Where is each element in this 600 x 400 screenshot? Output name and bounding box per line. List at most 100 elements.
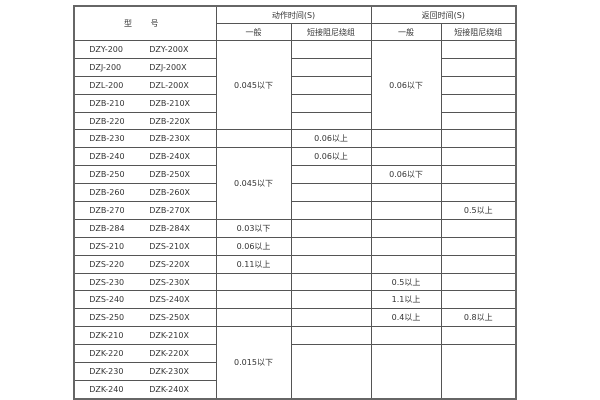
value-cell — [215, 129, 292, 149]
model-name: DZB-240 — [89, 152, 125, 162]
model-name: DZS-220 — [89, 259, 125, 269]
model-x-name: DZB-284X — [149, 223, 191, 233]
table-row: DZS-240 DZS-240X 1.1以上 — [73, 290, 517, 310]
model-name: DZB-250 — [89, 170, 125, 180]
value-cell — [290, 201, 372, 220]
model-cell: DZK-230 DZK-230X — [73, 362, 217, 381]
table-row: DZB-270 DZB-270X 0.5以上 — [73, 201, 517, 220]
value-cell — [370, 201, 442, 220]
value-cell — [440, 326, 517, 346]
value-cell: 0.11以上 — [215, 254, 292, 274]
value-cell — [290, 344, 372, 400]
value-cell — [440, 165, 517, 185]
header-return-general: 一般 — [370, 23, 442, 41]
table-row: DZS-220 DZS-220X 0.11以上 — [73, 254, 517, 274]
table-row: DZB-250 DZB-250X 0.06以下 — [73, 165, 517, 185]
value-cell — [290, 183, 372, 203]
header-action-time: 动作时间(S) — [215, 5, 372, 24]
value-cell — [290, 40, 372, 59]
value-cell — [370, 218, 442, 238]
model-x-name: DZK-230X — [149, 366, 189, 376]
model-cell: DZK-220 DZK-220X — [73, 344, 217, 364]
model-name: DZK-210 — [89, 331, 124, 341]
value-cell — [440, 147, 517, 167]
header-action-short-damping: 短接阻尼绕组 — [290, 23, 372, 41]
model-cell: DZK-240 DZK-240X — [73, 379, 217, 400]
value-cell — [290, 290, 372, 310]
model-cell: DZJ-200 DZJ-200X — [73, 57, 217, 77]
model-x-name: DZB-210X — [149, 98, 191, 108]
model-cell: DZK-210 DZK-210X — [73, 326, 217, 346]
model-x-name: DZY-200X — [149, 44, 189, 54]
value-cell: 0.06以上 — [290, 147, 372, 167]
value-cell — [290, 111, 372, 131]
model-name: DZB-210 — [89, 98, 125, 108]
model-x-name: DZS-230X — [149, 277, 190, 287]
model-x-name: DZS-220X — [149, 259, 190, 269]
model-cell: DZB-210 DZB-210X — [73, 93, 217, 113]
value-cell — [440, 272, 517, 292]
value-cell — [290, 218, 372, 238]
value-cell — [290, 93, 372, 113]
value-cell — [290, 236, 372, 256]
model-name: DZK-220 — [89, 349, 124, 359]
value-cell — [440, 75, 517, 95]
table-row: DZB-210 DZB-210X — [73, 93, 517, 113]
value-cell: 0.03以下 — [215, 218, 292, 238]
model-name: DZL-200 — [89, 80, 124, 90]
table-row: DZB-240 DZB-240X 0.045以下 0.06以上 — [73, 147, 517, 220]
model-name: DZB-220 — [89, 116, 125, 126]
model-x-name: DZB-270X — [149, 205, 191, 215]
model-cell: DZB-220 DZB-220X — [73, 111, 217, 131]
model-cell: DZB-240 DZB-240X — [73, 147, 217, 167]
header-model: 型 号 — [73, 5, 217, 41]
model-name: DZB-270 — [89, 205, 125, 215]
model-cell: DZB-260 DZB-260X — [73, 183, 217, 203]
model-name: DZK-230 — [89, 366, 124, 376]
value-cell — [440, 218, 517, 238]
value-cell — [440, 344, 517, 400]
relay-timing-table: 型 号 动作时间(S) 返回时间(S) 一般 短接阻尼绕组 一般 短接阻尼绕组 … — [73, 5, 518, 400]
value-cell: 0.4以上 — [370, 308, 442, 328]
model-cell: DZB-230 DZB-230X — [73, 129, 217, 149]
model-name: DZS-230 — [89, 277, 125, 287]
model-x-name: DZK-240X — [149, 384, 189, 394]
value-cell — [215, 272, 292, 292]
value-cell — [440, 290, 517, 310]
value-cell — [440, 40, 517, 59]
value-cell — [440, 254, 517, 274]
model-name: DZS-210 — [89, 241, 125, 251]
table-body: DZY-200 DZY-200X 0.045以下 0.06以下 DZJ-200 DZJ-2… — [73, 39, 517, 400]
value-cell — [370, 254, 442, 274]
value-cell — [440, 129, 517, 149]
value-cell: 0.8以上 — [440, 308, 517, 328]
value-cell — [440, 57, 517, 77]
value-cell — [370, 183, 442, 203]
value-cell — [290, 75, 372, 95]
model-name: DZS-240 — [89, 295, 125, 305]
model-cell: DZS-220 DZS-220X — [73, 254, 217, 274]
value-cell: 0.5以上 — [440, 201, 517, 220]
model-cell: DZB-270 DZB-270X — [73, 201, 217, 220]
model-x-name: DZB-260X — [149, 188, 191, 198]
model-name: DZY-200 — [89, 44, 123, 54]
model-name: DZB-284 — [89, 223, 125, 233]
model-x-name: DZB-230X — [149, 134, 191, 144]
value-cell — [290, 57, 372, 77]
model-cell: DZY-200 DZY-200X — [73, 40, 217, 59]
model-x-name: DZS-210X — [149, 241, 190, 251]
model-x-name: DZB-220X — [149, 116, 191, 126]
model-x-name: DZS-240X — [149, 295, 190, 305]
value-cell — [215, 308, 292, 328]
model-cell: DZS-230 DZS-230X — [73, 272, 217, 292]
value-cell — [290, 254, 372, 274]
model-name: DZB-260 — [89, 188, 125, 198]
table-row: DZS-250 DZS-250X 0.4以上 0.8以上 — [73, 308, 517, 328]
table-row: DZK-210 DZK-210X 0.015以下 — [73, 326, 517, 400]
value-cell — [290, 326, 372, 346]
value-cell — [290, 165, 372, 185]
value-cell: 0.045以下 — [215, 147, 292, 220]
table-row: DZY-200 DZY-200X 0.045以下 0.06以下 — [73, 39, 517, 131]
model-x-name: DZK-210X — [149, 331, 189, 341]
table-row: DZB-230 DZB-230X 0.06以上 — [73, 129, 517, 149]
